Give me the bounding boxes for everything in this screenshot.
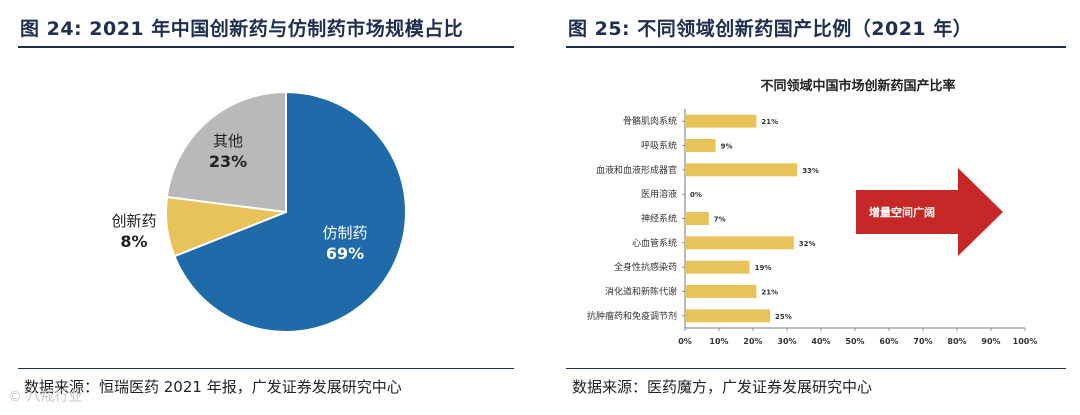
bar-value-label: 32%	[799, 240, 816, 248]
bar-category-label: 医用溶液	[641, 188, 677, 200]
left-title-rule	[18, 46, 514, 48]
bar-4	[685, 212, 709, 225]
left-source-rule	[18, 368, 514, 369]
right-figure-title: 图 25: 不同领域创新药国产比例（2021 年）	[568, 18, 973, 40]
bar-category-label: 骨骼肌肉系统	[623, 115, 677, 127]
left-source-text: 数据来源：恒瑞医药 2021 年报，广发证券发展研究中心	[24, 378, 402, 396]
increase-arrow-shape	[856, 168, 1003, 256]
bar-value-label: 9%	[721, 143, 733, 151]
pie-slice-label: 创新药	[111, 212, 156, 230]
pie-chart: 仿制药 69% 创新药 8% 其他 23%	[111, 90, 407, 333]
bar-category-label: 神经系统	[641, 213, 677, 225]
watermark-text: © 八戒行业	[8, 389, 83, 405]
left-figure-panel: 图 24: 2021 年中国创新药与仿制药市场规模占比 仿制药 69% 创新药 8% 其…	[0, 0, 528, 415]
bar-value-label: 21%	[761, 118, 778, 126]
bar-5	[685, 236, 794, 250]
bar-x-tick-label: 90%	[981, 337, 1000, 346]
bar-value-label: 0%	[690, 191, 702, 199]
bar-x-tick-label: 80%	[947, 337, 966, 346]
bar-category-label: 心血管系统	[632, 237, 677, 249]
bar-x-tick-label: 40%	[811, 337, 830, 346]
bar-6	[685, 260, 750, 274]
bar-value-label: 25%	[775, 313, 792, 321]
right-source-rule	[566, 368, 1066, 369]
bar-x-tick-label: 50%	[845, 337, 864, 346]
bar-x-tick-label: 30%	[777, 337, 796, 346]
right-figure-panel: 图 25: 不同领域创新药国产比例（2021 年） 不同领域中国市场创新药国产比…	[548, 0, 1080, 415]
bar-value-label: 33%	[802, 167, 819, 175]
bar-x-tick-label: 60%	[879, 337, 898, 346]
bar-2	[685, 163, 798, 177]
bar-8	[685, 309, 770, 323]
pie-slice-2	[165, 90, 287, 214]
bar-value-label: 7%	[714, 216, 726, 224]
bar-0	[685, 114, 757, 128]
right-source-text: 数据来源：医药魔方，广发证券发展研究中心	[572, 378, 873, 396]
bar-x-tick-label: 10%	[709, 337, 728, 346]
pie-slice-label: 仿制药	[322, 224, 367, 242]
pie-slice-value: 23%	[209, 152, 247, 171]
bar-value-label: 21%	[761, 289, 778, 297]
pie-slice-value: 69%	[326, 244, 364, 263]
bar-chart-title: 不同领域中国市场创新药国产比率	[760, 78, 955, 94]
bar-x-tick-label: 0%	[678, 337, 692, 346]
bar-1	[685, 139, 716, 152]
pie-slice-label: 其他	[213, 132, 243, 150]
bar-category-label: 呼吸系统	[641, 140, 677, 152]
pie-slice-0	[173, 90, 407, 333]
bar-chart: 不同领域中国市场创新药国产比率 骨骼肌肉系统 21% 呼吸系统 9% 血液和血液形成器官…	[587, 78, 1038, 346]
right-title-rule	[566, 46, 1066, 48]
bar-x-tick-label: 70%	[913, 337, 932, 346]
left-figure-title: 图 24: 2021 年中国创新药与仿制药市场规模占比	[20, 18, 464, 40]
bar-category-label: 全身性抗感染药	[614, 261, 677, 273]
pie-slice-value: 8%	[120, 232, 147, 251]
bar-category-label: 抗肿瘤药和免疫调节剂	[587, 310, 677, 322]
increase-arrow-label: 增量空间广阔	[869, 205, 935, 219]
bar-7	[685, 285, 757, 298]
bar-category-label: 消化道和新陈代谢	[605, 286, 677, 298]
bar-x-tick-label: 100%	[1013, 337, 1038, 346]
bar-value-label: 19%	[755, 264, 772, 272]
bar-category-label: 血液和血液形成器官	[596, 164, 677, 176]
bar-x-tick-label: 20%	[743, 337, 762, 346]
